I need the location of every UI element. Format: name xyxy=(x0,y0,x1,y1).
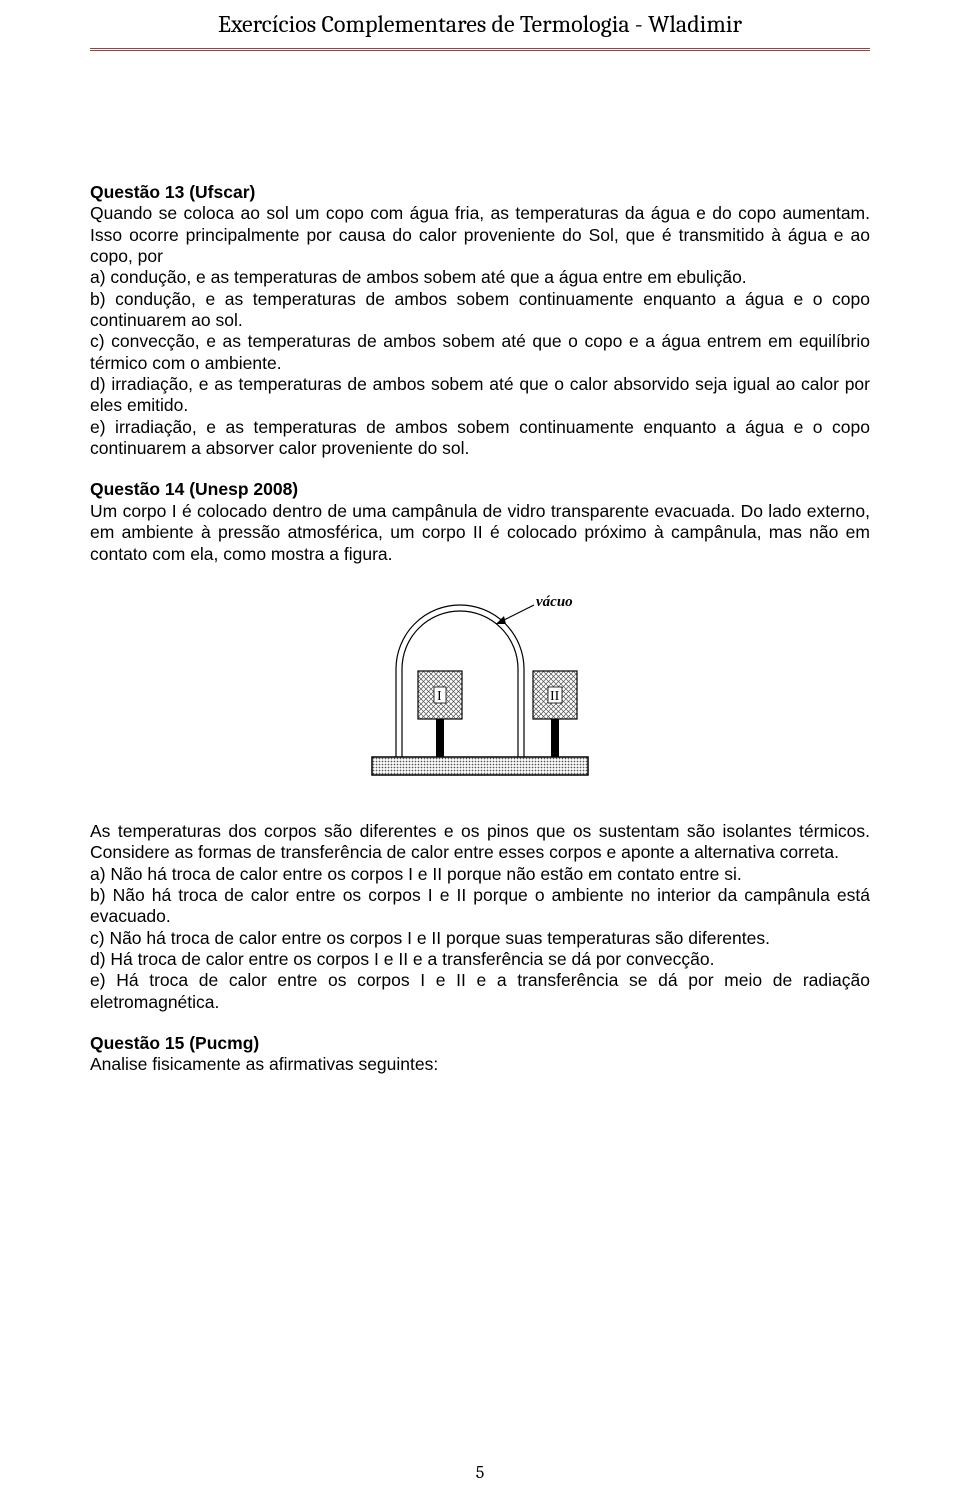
q15-block: Questão 15 (Pucmg) Analise fisicamente a… xyxy=(90,1033,870,1076)
vacuum-label: vácuo xyxy=(536,594,573,610)
bell-jar-figure: vácuo I II xyxy=(366,589,594,781)
q15-intro: Analise fisicamente as afirmativas segui… xyxy=(90,1054,438,1074)
q14-title: Questão 14 (Unesp 2008) xyxy=(90,479,870,500)
q14-option-b: b) Não há troca de calor entre os corpos… xyxy=(90,885,870,926)
q13-option-c: c) convecção, e as temperaturas de ambos… xyxy=(90,331,870,372)
q14-option-e: e) Há troca de calor entre os corpos I e… xyxy=(90,970,870,1011)
q14-after-and-options: As temperaturas dos corpos são diferente… xyxy=(90,821,870,1013)
q13-option-e: e) irradiação, e as temperaturas de ambo… xyxy=(90,417,870,458)
q13-option-b: b) condução, e as temperaturas de ambos … xyxy=(90,289,870,330)
q14-option-a: a) Não há troca de calor entre os corpos… xyxy=(90,864,742,884)
q14-option-c: c) Não há troca de calor entre os corpos… xyxy=(90,928,770,948)
header-title: Exercícios Complementares de Termologia … xyxy=(90,10,870,46)
q14-option-d: d) Há troca de calor entre os corpos I e… xyxy=(90,949,715,969)
q13-body: Quando se coloca ao sol um copo com água… xyxy=(90,203,870,459)
q14-intro: Um corpo I é colocado dentro de uma camp… xyxy=(90,501,870,565)
q14-figure-row: vácuo I II xyxy=(90,589,870,781)
page-number: 5 xyxy=(0,1462,960,1483)
q13-title: Questão 13 (Ufscar) xyxy=(90,182,870,203)
q13-option-d: d) irradiação, e as temperaturas de ambo… xyxy=(90,374,870,415)
q14-after-text: As temperaturas dos corpos são diferente… xyxy=(90,821,870,862)
q13-option-a: a) condução, e as temperaturas de ambos … xyxy=(90,267,747,287)
page-header: Exercícios Complementares de Termologia … xyxy=(0,0,960,52)
q15-title: Questão 15 (Pucmg) xyxy=(90,1033,259,1053)
body-ii-label: II xyxy=(550,689,560,704)
q13-intro: Quando se coloca ao sol um copo com água… xyxy=(90,203,870,266)
page-content: Questão 13 (Ufscar) Quando se coloca ao … xyxy=(0,52,960,1076)
body-i-label: I xyxy=(437,689,442,704)
